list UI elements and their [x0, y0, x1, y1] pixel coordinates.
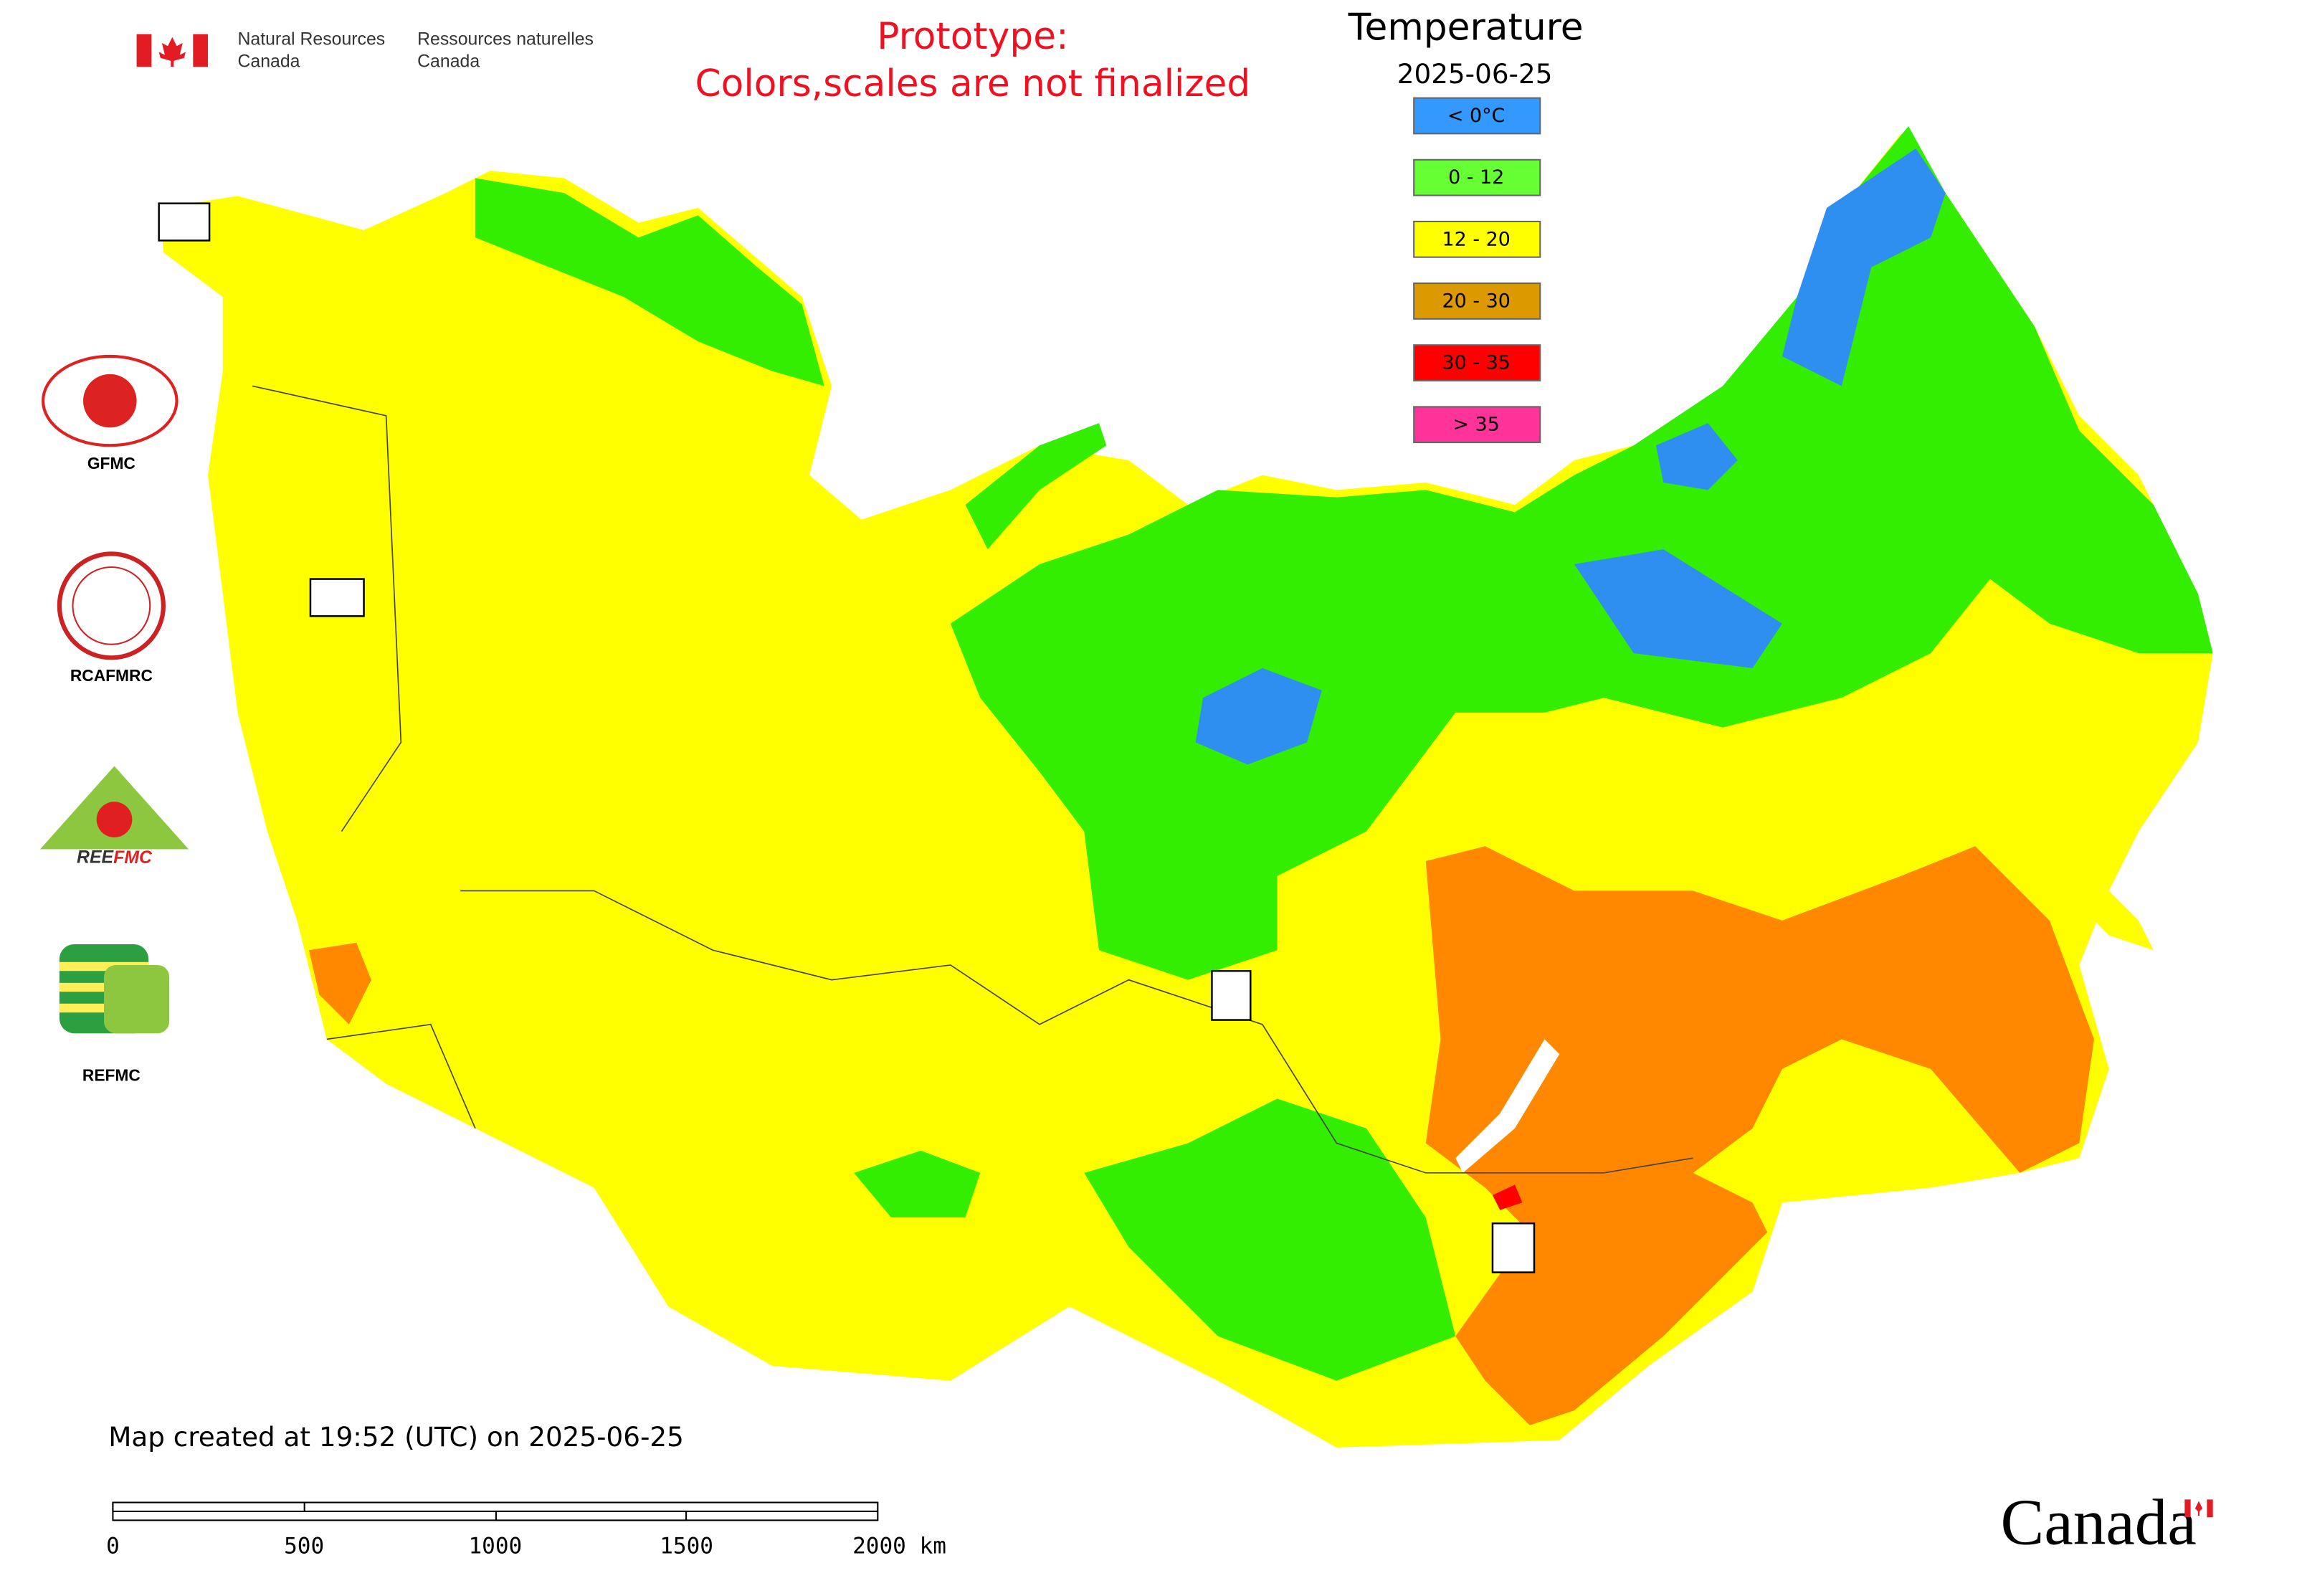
notice: Prototype: — [877, 15, 1068, 58]
legend-swatch — [1413, 282, 1541, 320]
logo-wordmark: REEFMC — [77, 847, 153, 867]
land-blue — [1655, 423, 1738, 490]
legend-swatch — [1413, 97, 1541, 135]
legend-label: 20 - 30 — [1442, 290, 1511, 312]
kamchatka — [2020, 445, 2213, 654]
agency-fr: Canada — [417, 52, 480, 72]
legend-swatch — [1413, 406, 1541, 444]
land-green — [950, 126, 2213, 980]
scale-labels: 0 500 1000 1500 2000 km — [106, 1534, 946, 1559]
agency-en: Canada — [237, 52, 300, 72]
legend-label: 12 - 20 — [1442, 228, 1511, 250]
legend: < 0°C 0 - 12 12 - 20 20 - 30 30 - 35 > 35 — [1413, 97, 1541, 444]
logo-reefmc: REEFMC — [38, 766, 191, 867]
legend-label: < 0°C — [1447, 105, 1505, 127]
scale-label: 1500 — [660, 1534, 713, 1559]
canada-flag — [136, 34, 209, 67]
station-markers — [158, 202, 1536, 1273]
agency-fr: Ressources naturelles — [417, 29, 594, 49]
scale-label: 500 — [284, 1534, 324, 1559]
canada-wordmark: Canada — [2001, 1486, 2197, 1559]
legend-swatch — [1413, 220, 1541, 258]
legend-title: Temperature — [1348, 6, 1584, 49]
legend-swatch — [1413, 158, 1541, 196]
logo-refmc — [59, 944, 170, 1034]
land-blue — [1195, 668, 1322, 765]
logo-label: REFMC — [82, 1065, 141, 1084]
land-orange — [308, 942, 371, 1025]
legend-swatch — [1413, 344, 1541, 381]
legend-date: 2025-06-25 — [1397, 58, 1553, 90]
land-blue — [1574, 549, 1782, 668]
logo-gfmc — [42, 354, 179, 447]
land-green — [475, 178, 824, 386]
sakhalin — [1989, 802, 2154, 951]
scale-label: 0 — [106, 1534, 120, 1559]
land-orange — [1425, 846, 2094, 1425]
legend-label: 30 - 35 — [1442, 352, 1511, 374]
land-blue — [1782, 148, 1946, 386]
land-green — [854, 1150, 981, 1217]
legend-label: > 35 — [1453, 414, 1500, 436]
novaya-zemlya — [965, 423, 1107, 550]
scale-bar — [112, 1501, 879, 1521]
wordmark-flag — [2184, 1499, 2213, 1518]
logo-label: GFMC — [87, 454, 135, 472]
logo-rcafmrc — [57, 551, 166, 660]
map-regions — [160, 126, 2213, 1448]
lake-baikal — [1455, 1039, 1560, 1173]
land-green — [1084, 1098, 1456, 1381]
land-red — [1492, 1184, 1523, 1210]
legend-label: 0 - 12 — [1448, 166, 1504, 189]
notice: Colors,scales are not finalized — [695, 62, 1251, 105]
borders — [252, 385, 1693, 1174]
scale-label: 1000 — [468, 1534, 522, 1559]
logo-label: RCAFMRC — [70, 666, 153, 685]
created-note: Map created at 19:52 (UTC) on 2025-06-25 — [108, 1421, 684, 1453]
scale-label: 2000 km — [852, 1534, 946, 1559]
agency-en: Natural Resources — [237, 29, 385, 49]
